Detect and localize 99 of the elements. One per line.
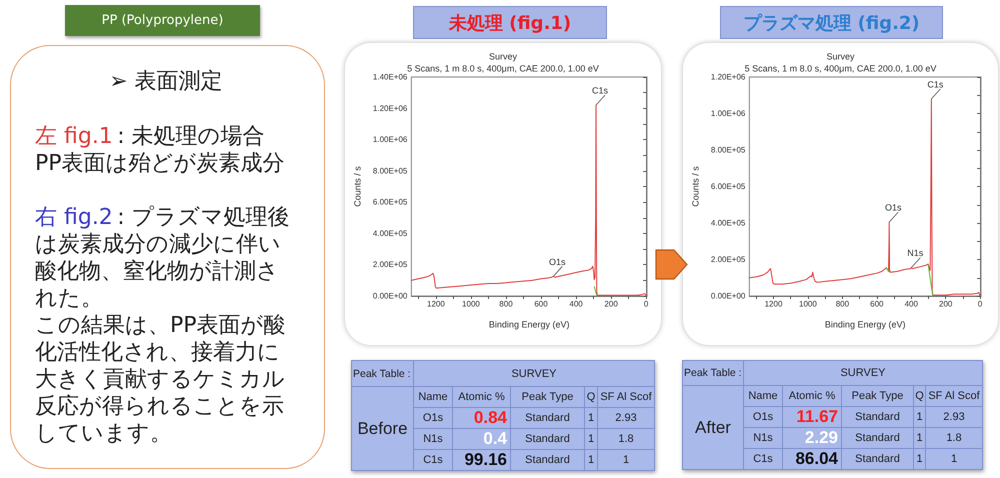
- category-label: N1s: [753, 432, 773, 444]
- y-axis-title: Counts / s: [352, 166, 362, 207]
- text: 1: [916, 411, 923, 423]
- text: Peak Table :: [682, 360, 744, 386]
- y-tick-label: 4.00E+05: [372, 228, 408, 238]
- category-label: N1s: [423, 433, 443, 445]
- text: 1: [916, 432, 923, 444]
- category-label: Atomic %: [782, 386, 842, 406]
- text: SURVEY: [744, 360, 982, 386]
- text: Standard: [525, 454, 570, 466]
- text: Standard: [855, 453, 900, 465]
- text: 5 Scans, 1 m 8.0 s, 400μm, CAE 200.0, 1.00 eV: [744, 64, 936, 74]
- x-axis-title: Binding Energy (eV): [488, 320, 570, 330]
- x-tick-label: 1000: [462, 300, 480, 308]
- text: 1: [588, 412, 594, 424]
- text: 1.8: [946, 432, 962, 444]
- annotation: N1s: [907, 248, 924, 258]
- text: PP (Polypropylene): [65, 5, 260, 36]
- text: は炭素成分の減少に伴い酸化物、窒化物が計測された。: [35, 232, 281, 311]
- annotation: O1s: [884, 202, 902, 213]
- x-axis-title: Binding Energy (eV): [824, 320, 906, 330]
- text: 1: [622, 454, 630, 466]
- category-label: Q: [914, 386, 926, 406]
- text: 1.8: [618, 433, 634, 445]
- text: 右 fig.2: [35, 205, 113, 230]
- category-label: O1s: [752, 411, 774, 423]
- y-tick-label: 2.00E+05: [710, 255, 746, 264]
- category-label: O1s: [422, 412, 444, 424]
- y-tick-label: 8.00E+05: [372, 166, 408, 176]
- y-tick-label: 1.20E+06: [710, 72, 746, 82]
- chart-title: 未処理 (fig.1): [413, 6, 607, 39]
- category-label: Peak Type: [510, 386, 584, 408]
- text: 1: [588, 433, 594, 445]
- annotation: O1s: [549, 256, 566, 267]
- category-label: Name: [744, 386, 782, 406]
- x-tick-label: 800: [499, 300, 514, 308]
- text: 5 Scans, 1 m 8.0 s, 400μm, CAE 200.0, 1.00 eV: [407, 64, 599, 74]
- text: 2.93: [615, 412, 637, 424]
- text: 1: [588, 454, 594, 466]
- chart-subtitle: Survey: [488, 52, 518, 62]
- y-tick-label: 1.20E+06: [372, 104, 408, 113]
- text: 2.93: [943, 411, 965, 423]
- category-label: C1s: [753, 453, 773, 465]
- text: 0.84: [474, 408, 507, 427]
- text: Standard: [525, 433, 570, 445]
- text: 99.16: [464, 450, 507, 469]
- text: 1: [916, 453, 923, 465]
- y-tick-label: 0.00E+00: [710, 292, 746, 300]
- y-tick-label: 0.00E+00: [372, 292, 408, 300]
- text: : プラズマ処理後: [117, 205, 290, 230]
- chart-subtitle: Survey: [826, 52, 856, 62]
- text: この結果は、PP表面が酸化活性化され、接着力に大きく貢献するケミカル反応が得られることを示しています。: [35, 313, 286, 446]
- annotation: C1s: [592, 86, 609, 96]
- y-tick-label: 1.00E+06: [372, 135, 408, 144]
- category-label: Atomic %: [452, 386, 510, 408]
- x-tick-label: 600: [534, 300, 548, 308]
- x-tick-label: 400: [569, 300, 584, 308]
- y-tick-label: 4.00E+05: [710, 218, 746, 228]
- x-tick-label: 0: [644, 300, 649, 308]
- category-label: C1s: [423, 454, 443, 466]
- x-tick-label: 1000: [799, 300, 818, 308]
- category-label: Q: [584, 386, 598, 408]
- text: 左 fig.1: [35, 124, 113, 149]
- category-label: Name: [414, 386, 452, 408]
- y-tick-label: 1.40E+06: [372, 72, 408, 82]
- text: Standard: [525, 412, 570, 424]
- x-tick-label: 400: [904, 300, 918, 308]
- text: Peak Table :: [352, 360, 414, 386]
- text: 1: [950, 453, 958, 465]
- x-tick-label: 800: [836, 300, 850, 308]
- category-label: Peak Type: [842, 386, 914, 406]
- text: Before: [352, 386, 414, 470]
- x-tick-label: 600: [870, 300, 884, 308]
- text: 86.04: [795, 449, 838, 468]
- category-label: SF Al Scof: [926, 386, 982, 406]
- text: : 未処理の場合: [117, 124, 265, 149]
- text: After: [682, 386, 744, 470]
- text: Standard: [855, 432, 900, 444]
- text: PP表面は殆どが炭素成分: [35, 151, 285, 176]
- x-tick-label: 1200: [427, 300, 446, 308]
- text: Standard: [855, 411, 900, 423]
- y-axis-title: Counts / s: [690, 166, 700, 207]
- text: ➢ 表面測定: [109, 69, 223, 94]
- x-tick-label: 0: [978, 300, 983, 308]
- y-tick-label: 2.00E+05: [372, 260, 408, 270]
- text: 2.29: [804, 428, 838, 447]
- y-tick-label: 6.00E+05: [372, 198, 408, 207]
- text: SURVEY: [414, 360, 654, 386]
- text: 0.4: [483, 429, 507, 448]
- x-tick-label: 200: [604, 300, 618, 308]
- y-tick-label: 6.00E+05: [710, 182, 746, 191]
- y-tick-label: 8.00E+05: [710, 146, 746, 154]
- x-tick-label: 200: [939, 300, 953, 308]
- text: 11.67: [796, 407, 838, 426]
- x-tick-label: 1200: [764, 300, 783, 308]
- chart-title: プラズマ処理 (fig.2): [720, 6, 943, 39]
- category-label: SF Al Scof: [598, 386, 654, 408]
- annotation: C1s: [927, 79, 944, 90]
- y-tick-label: 1.00E+06: [710, 109, 746, 118]
